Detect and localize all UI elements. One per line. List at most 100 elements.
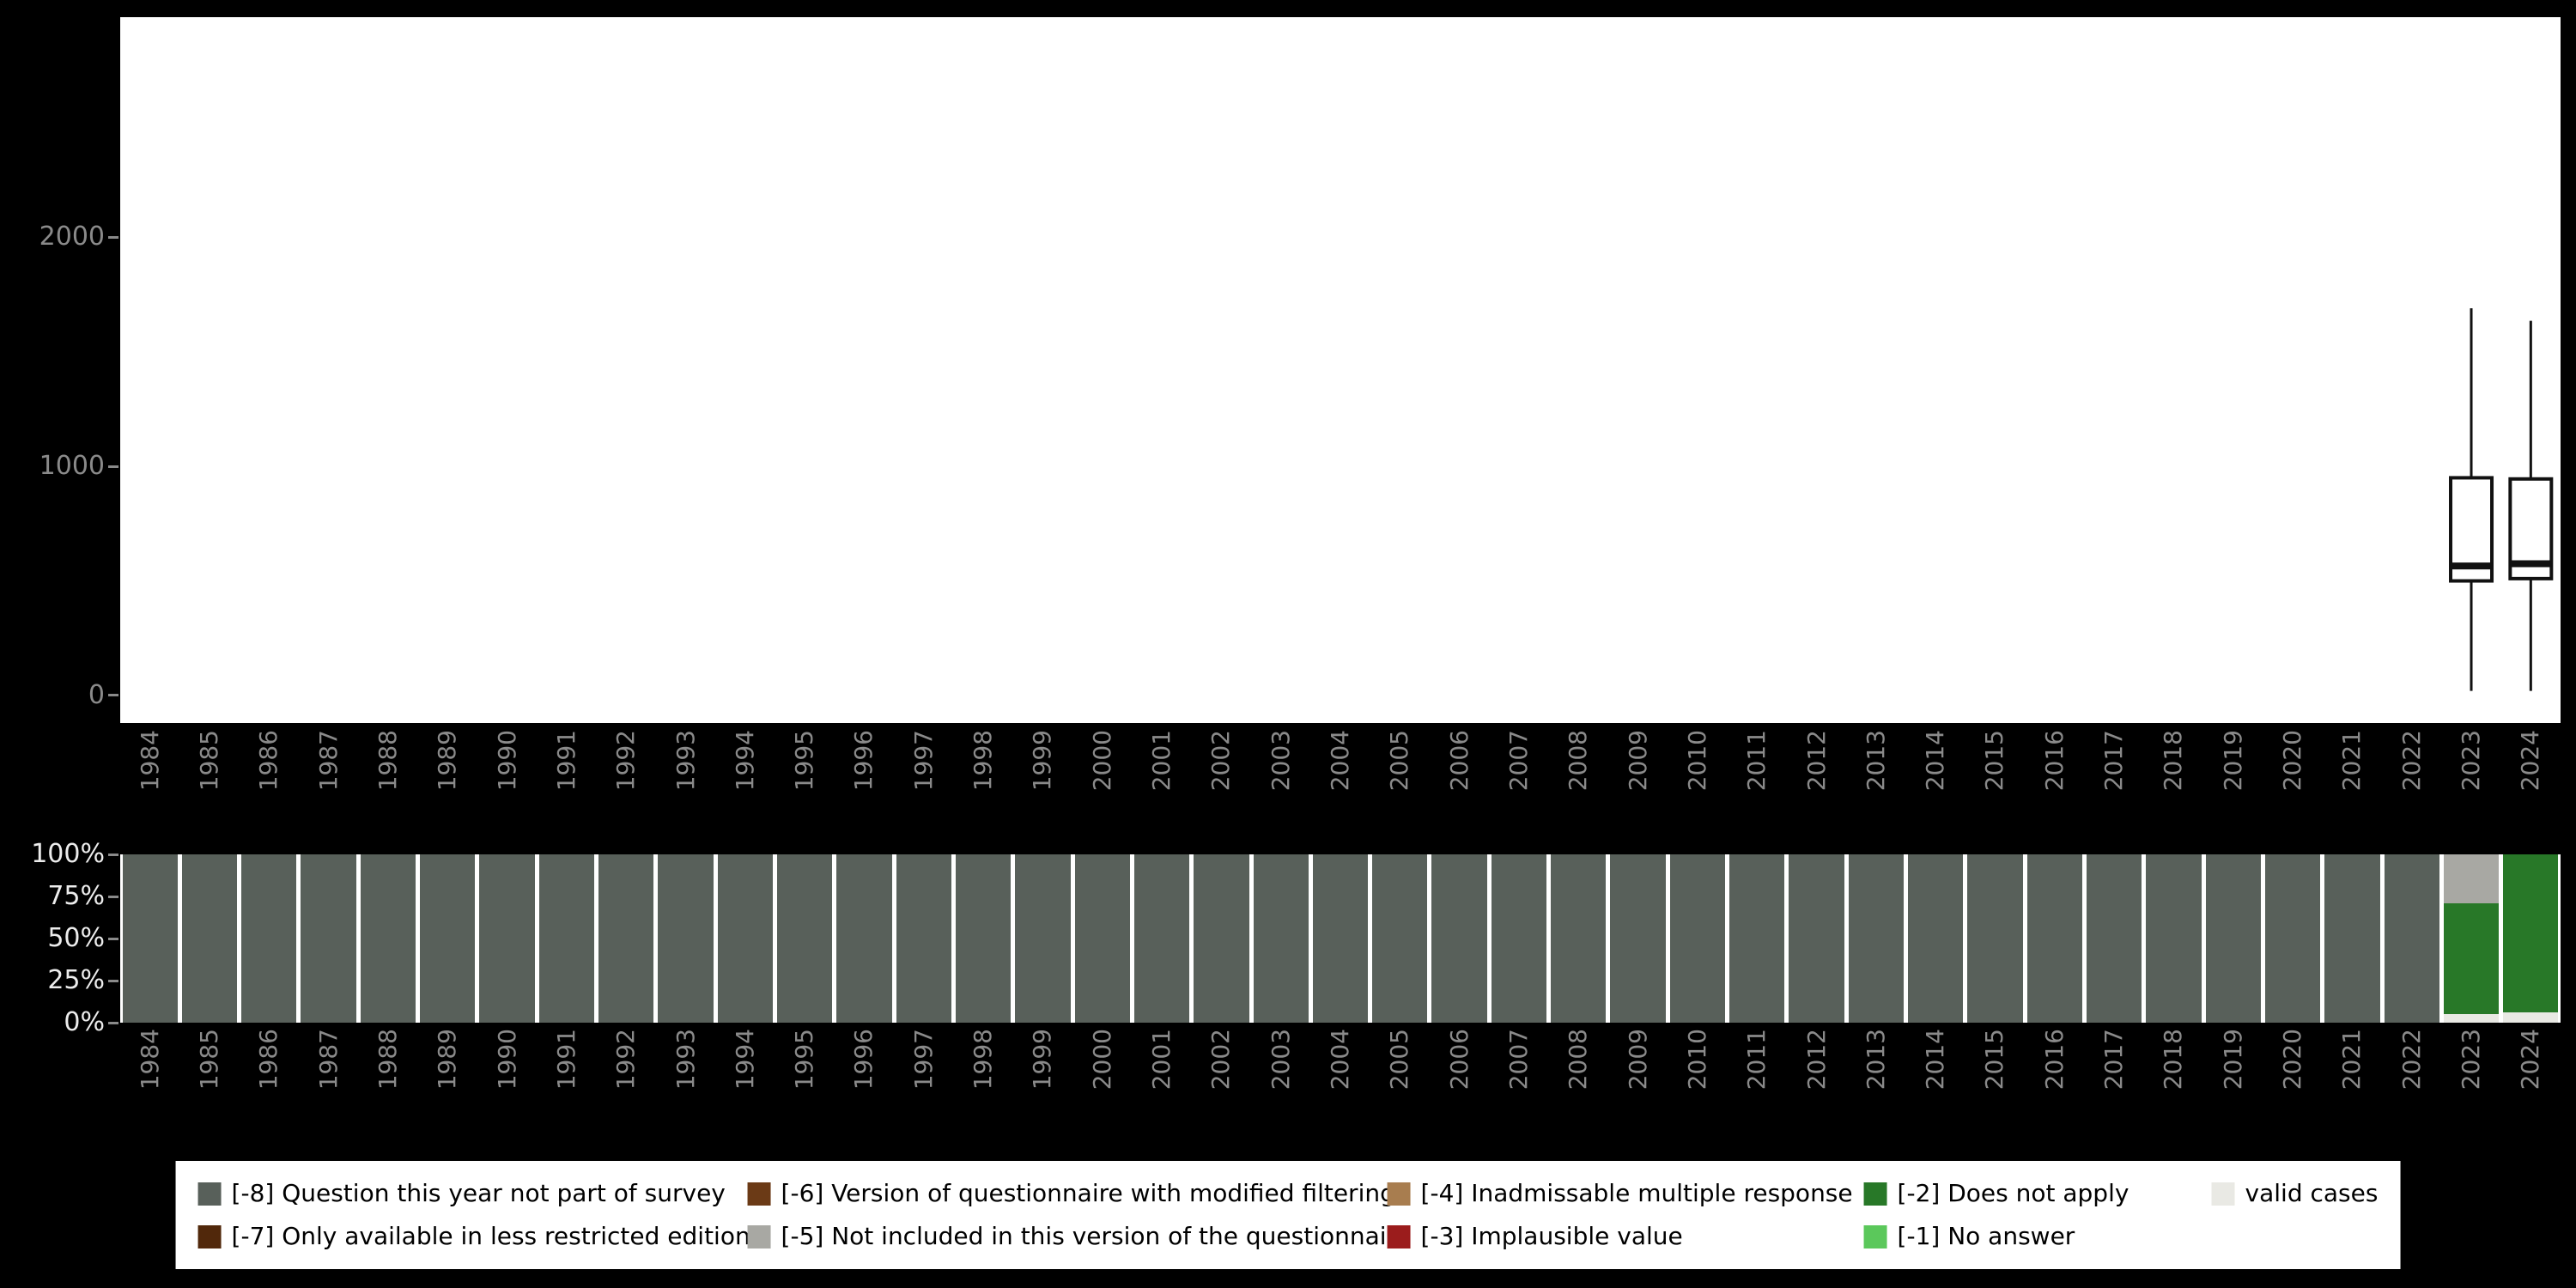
boxplot-year-label-1997: 1997	[908, 730, 938, 792]
bar-2020	[2264, 854, 2321, 1023]
bar-1998	[955, 854, 1012, 1023]
bar-segment--8	[181, 854, 238, 1023]
bar-segment--8	[658, 854, 714, 1023]
bar-2000	[1074, 854, 1130, 1023]
boxplot-year-label-1987: 1987	[313, 730, 343, 792]
boxplot-year-label-1986: 1986	[254, 730, 283, 792]
boxplot-year-label-1989: 1989	[433, 730, 462, 792]
stacked-bar-year-label-2001: 2001	[1147, 1029, 1176, 1091]
bar-1989	[420, 854, 476, 1023]
boxplot-svg	[2449, 307, 2554, 691]
legend-label: valid cases	[2245, 1179, 2379, 1207]
boxplot-year-label-2021: 2021	[2337, 730, 2366, 792]
bar-segment--8	[301, 854, 356, 1023]
legend-label: [-3] Implausible value	[1420, 1222, 1683, 1250]
boxplot-year-label-2013: 2013	[1861, 730, 1890, 792]
bar-segment--8	[1253, 854, 1309, 1023]
legend-item--3: [-3] Implausible value	[1387, 1221, 1864, 1252]
legend-label: [-6] Version of questionnaire with modif…	[781, 1179, 1395, 1207]
bar-2017	[2086, 854, 2142, 1023]
bar-2003	[1253, 854, 1309, 1023]
stacked-bar-year-label-2000: 2000	[1087, 1029, 1116, 1091]
bar-2005	[1372, 854, 1428, 1023]
boxplot-year-label-1984: 1984	[135, 730, 164, 792]
bar-2008	[1551, 854, 1607, 1023]
bar-segment--8	[1372, 854, 1428, 1023]
boxplot-year-label-2002: 2002	[1206, 730, 1236, 792]
boxplot-year-label-1988: 1988	[373, 730, 402, 792]
boxplot-plot-area	[120, 17, 2561, 723]
stacked-bar-year-label-1992: 1992	[611, 1029, 641, 1091]
bar-2023	[2443, 854, 2500, 1023]
stacked-bar-year-label-2022: 2022	[2397, 1029, 2426, 1091]
legend-label: [-1] No answer	[1897, 1222, 2075, 1250]
boxplot-year-label-2017: 2017	[2099, 730, 2129, 792]
boxplot-year-label-2010: 2010	[1682, 730, 1711, 792]
stacked-bar-plot-area	[120, 854, 2561, 1023]
stacked-bar-year-label-2017: 2017	[2099, 1029, 2129, 1091]
stacked-bar-year-label-2010: 2010	[1682, 1029, 1711, 1091]
bar-2019	[2205, 854, 2261, 1023]
legend-swatch--6	[747, 1182, 771, 1206]
bar-segment--8	[1729, 854, 1785, 1023]
boxplot-year-label-1998: 1998	[969, 730, 998, 792]
bar-segment-valid	[2503, 1012, 2559, 1023]
bar-segment--8	[1551, 854, 1607, 1023]
bar-segment--8	[2384, 854, 2439, 1023]
boxplot-year-label-1996: 1996	[849, 730, 878, 792]
boxplot-year-label-1994: 1994	[730, 730, 759, 792]
stacked-bar-year-label-1997: 1997	[908, 1029, 938, 1091]
boxplot-y-axis-label: 1000	[39, 451, 105, 482]
stacked-bar-year-label-1994: 1994	[730, 1029, 759, 1091]
bar-segment--8	[2264, 854, 2321, 1023]
bar-1987	[301, 854, 356, 1023]
stacked-bar-year-label-2012: 2012	[1801, 1029, 1831, 1091]
bar-1999	[1015, 854, 1071, 1023]
bar-segment--8	[1848, 854, 1904, 1023]
bar-segment--8	[1908, 854, 1964, 1023]
bar-segment--8	[896, 854, 951, 1023]
stacked-bar-year-label-1991: 1991	[551, 1029, 580, 1091]
boxplot-year-label-2022: 2022	[2397, 730, 2426, 792]
legend-item--2: [-2] Does not apply	[1863, 1178, 2212, 1209]
stacked-bar-year-label-1987: 1987	[313, 1029, 343, 1091]
legend-swatch--1	[1863, 1224, 1887, 1249]
stacked-bar-year-label-2003: 2003	[1266, 1029, 1295, 1091]
stacked-bar-year-label-2008: 2008	[1564, 1029, 1593, 1091]
bar-segment--8	[1967, 854, 2023, 1023]
boxplot-year-label-2004: 2004	[1326, 730, 1354, 792]
boxplot-y-axis-label: 0	[88, 679, 105, 710]
boxplot-year-label-1993: 1993	[671, 730, 700, 792]
legend-label: [-7] Only available in less restricted e…	[231, 1222, 750, 1250]
boxplot-year-label-2018: 2018	[2159, 730, 2188, 792]
stacked-bar-year-label-1998: 1998	[969, 1029, 998, 1091]
legend-item--7: [-7] Only available in less restricted e…	[197, 1221, 750, 1252]
bar-2024	[2503, 854, 2559, 1023]
bar-2001	[1133, 854, 1190, 1023]
boxplot-year-label-2007: 2007	[1504, 730, 1533, 792]
bar-segment--8	[2324, 854, 2380, 1023]
boxplot-year-label-1995: 1995	[790, 730, 819, 792]
stacked-bar-y-axis-label: 75%	[47, 881, 105, 911]
stacked-bar-y-axis-tick	[108, 937, 118, 940]
bar-segment--8	[1789, 854, 1844, 1023]
boxplot-year-label-1999: 1999	[1028, 730, 1057, 792]
legend-item--4: [-4] Inadmissable multiple response	[1387, 1178, 1864, 1209]
boxplot-year-label-1992: 1992	[611, 730, 641, 792]
bar-segment--8	[776, 854, 833, 1023]
bar-segment--8	[717, 854, 773, 1023]
legend-swatch--2	[1863, 1182, 1887, 1206]
bar-1990	[479, 854, 535, 1023]
boxplot-year-label-2006: 2006	[1444, 730, 1473, 792]
stacked-bar-year-label-1996: 1996	[849, 1029, 878, 1091]
bar-1985	[181, 854, 238, 1023]
boxplot-year-label-2011: 2011	[1742, 730, 1771, 792]
boxplot-year-label-1991: 1991	[551, 730, 580, 792]
boxplot-2024	[2508, 320, 2554, 691]
bar-1991	[538, 854, 595, 1023]
boxplot-year-label-2005: 2005	[1385, 730, 1414, 792]
boxplot-year-label-2014: 2014	[1921, 730, 1950, 792]
legend-swatch--4	[1387, 1182, 1411, 1206]
stacked-bar-year-label-2002: 2002	[1206, 1029, 1236, 1091]
legend-swatch-valid	[2211, 1182, 2235, 1206]
